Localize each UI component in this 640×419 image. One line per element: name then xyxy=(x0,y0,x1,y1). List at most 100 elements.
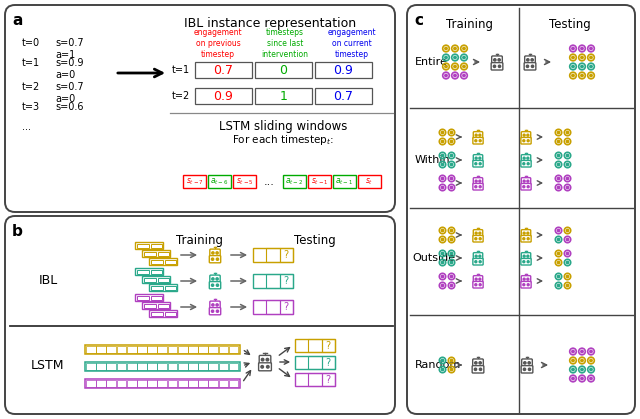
Bar xyxy=(209,363,218,370)
Bar xyxy=(157,346,167,353)
FancyBboxPatch shape xyxy=(473,137,483,144)
Circle shape xyxy=(524,368,525,370)
Circle shape xyxy=(463,56,465,59)
Bar xyxy=(253,248,293,262)
Circle shape xyxy=(523,278,525,280)
FancyBboxPatch shape xyxy=(521,253,531,260)
Bar xyxy=(283,175,306,188)
Circle shape xyxy=(454,74,456,77)
Circle shape xyxy=(475,134,477,136)
Bar xyxy=(135,242,163,249)
Circle shape xyxy=(442,229,444,232)
FancyBboxPatch shape xyxy=(474,276,483,283)
Bar xyxy=(164,311,176,316)
Bar xyxy=(151,259,163,264)
FancyBboxPatch shape xyxy=(525,56,535,65)
Bar xyxy=(229,346,239,353)
Bar xyxy=(149,310,177,317)
Bar xyxy=(96,380,106,387)
Circle shape xyxy=(442,186,444,189)
FancyBboxPatch shape xyxy=(473,282,483,288)
Bar xyxy=(157,380,167,387)
Bar xyxy=(209,380,218,387)
FancyBboxPatch shape xyxy=(522,359,532,367)
Circle shape xyxy=(479,180,481,182)
Circle shape xyxy=(211,258,214,260)
Bar xyxy=(157,363,167,370)
Bar xyxy=(308,175,331,188)
Bar xyxy=(149,258,177,265)
Text: Random: Random xyxy=(415,360,461,370)
Bar xyxy=(168,380,177,387)
Bar xyxy=(86,363,96,370)
Circle shape xyxy=(527,232,529,234)
Circle shape xyxy=(572,368,574,371)
Circle shape xyxy=(216,304,218,306)
Text: ?: ? xyxy=(326,375,331,385)
Circle shape xyxy=(451,131,452,134)
Circle shape xyxy=(442,285,444,287)
Text: t=0: t=0 xyxy=(22,38,40,48)
Circle shape xyxy=(557,261,560,264)
Circle shape xyxy=(572,350,574,353)
Bar xyxy=(333,175,356,188)
Bar xyxy=(106,380,116,387)
Bar xyxy=(137,295,148,300)
Circle shape xyxy=(527,261,529,263)
Bar xyxy=(147,346,157,353)
Circle shape xyxy=(451,368,452,371)
FancyBboxPatch shape xyxy=(209,256,221,263)
Circle shape xyxy=(523,238,525,240)
Circle shape xyxy=(479,140,481,142)
Bar xyxy=(150,243,162,248)
FancyBboxPatch shape xyxy=(491,62,503,70)
FancyBboxPatch shape xyxy=(209,282,221,289)
Circle shape xyxy=(266,358,269,361)
Bar xyxy=(137,363,147,370)
Bar xyxy=(198,346,208,353)
Circle shape xyxy=(261,365,264,368)
Circle shape xyxy=(527,284,529,286)
Bar xyxy=(308,339,322,352)
Text: $s_{{t-5}}$: $s_{{t-5}}$ xyxy=(236,176,253,187)
Circle shape xyxy=(451,177,452,180)
Bar xyxy=(137,346,147,353)
Bar xyxy=(229,363,239,370)
Circle shape xyxy=(566,261,569,264)
Circle shape xyxy=(590,74,592,77)
Circle shape xyxy=(475,261,477,263)
Bar xyxy=(229,380,239,387)
Circle shape xyxy=(557,252,560,255)
Circle shape xyxy=(557,154,560,157)
Text: c: c xyxy=(414,13,423,28)
Circle shape xyxy=(212,278,214,280)
Bar xyxy=(127,363,136,370)
Bar xyxy=(106,363,116,370)
Text: a: a xyxy=(12,13,22,28)
Circle shape xyxy=(475,238,477,240)
Circle shape xyxy=(590,56,592,59)
Circle shape xyxy=(572,74,574,77)
Circle shape xyxy=(557,140,560,143)
FancyBboxPatch shape xyxy=(210,301,220,309)
Text: $a_{{t-2}}$: $a_{{t-2}}$ xyxy=(285,176,303,187)
Circle shape xyxy=(451,140,452,143)
Circle shape xyxy=(527,186,529,188)
Circle shape xyxy=(451,261,452,264)
Bar xyxy=(195,62,252,78)
Text: 0: 0 xyxy=(280,64,287,77)
Circle shape xyxy=(463,74,465,77)
Bar xyxy=(295,339,335,352)
Text: 0.7: 0.7 xyxy=(214,64,234,77)
Circle shape xyxy=(572,56,574,59)
Bar xyxy=(137,243,148,248)
Text: engagement
on previous
timestep: engagement on previous timestep xyxy=(194,28,243,59)
FancyBboxPatch shape xyxy=(472,366,484,373)
Circle shape xyxy=(572,47,574,50)
FancyBboxPatch shape xyxy=(210,275,220,283)
Bar xyxy=(308,373,322,386)
Bar xyxy=(266,274,280,288)
Text: engagement
on current
timestep: engagement on current timestep xyxy=(328,28,376,59)
Circle shape xyxy=(566,238,569,241)
Bar xyxy=(116,363,126,370)
